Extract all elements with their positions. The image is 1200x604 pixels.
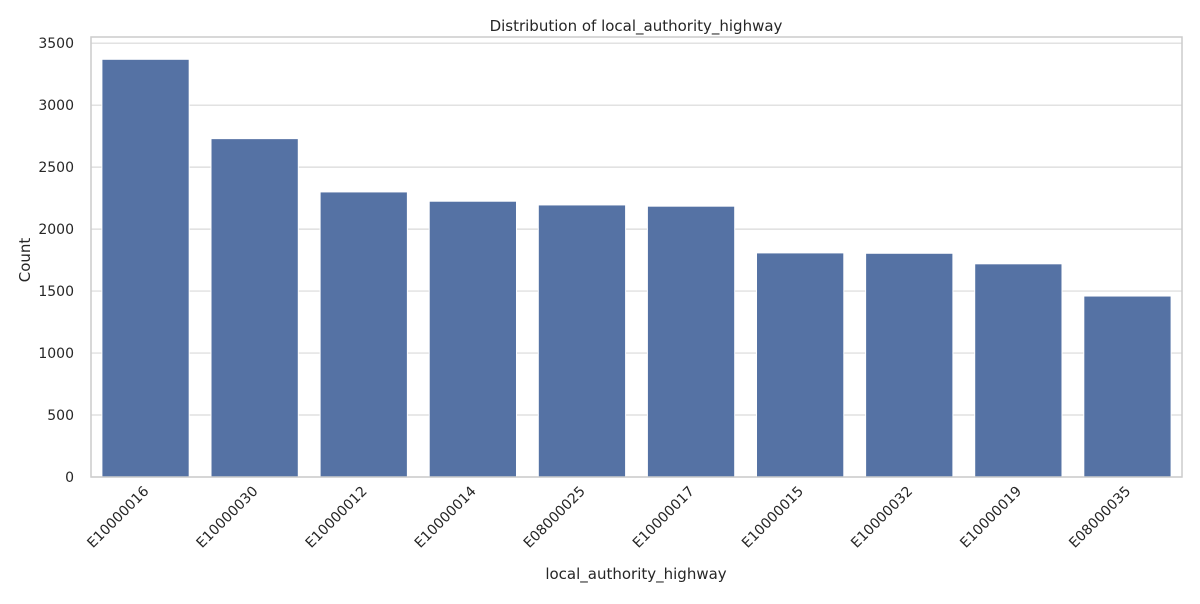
x-tick-label: E10000030	[194, 484, 262, 552]
bar	[1083, 295, 1172, 478]
bar	[646, 205, 736, 478]
y-tick-label: 3500	[38, 36, 74, 52]
y-tick-label: 1000	[38, 346, 74, 362]
x-tick-label: E10000014	[412, 483, 480, 551]
y-tick-label: 2000	[38, 222, 74, 238]
chart-title: Distribution of local_authority_highway	[490, 17, 783, 36]
x-tick-label: E10000016	[84, 483, 152, 551]
y-tick-label: 2500	[38, 160, 74, 176]
y-axis-label: Count	[16, 238, 34, 283]
bars	[101, 58, 1172, 478]
bar	[865, 252, 954, 478]
bar	[319, 191, 408, 478]
bar	[537, 204, 627, 478]
y-tick-label: 0	[65, 470, 74, 486]
y-tick-label: 500	[47, 408, 74, 424]
y-tick-label: 3000	[38, 98, 74, 114]
bar	[101, 58, 190, 478]
x-tick-label: E10000015	[739, 484, 807, 552]
bar	[210, 138, 299, 478]
x-tick-label: E10000017	[630, 484, 698, 552]
x-tick-label: E08000025	[521, 484, 589, 552]
bar	[428, 200, 517, 478]
x-tick-label: E10000019	[957, 484, 1025, 552]
bar	[974, 263, 1063, 478]
bar	[756, 252, 845, 478]
x-tick-label: E08000035	[1066, 484, 1134, 552]
x-axis-label: local_authority_highway	[545, 565, 726, 584]
plot-frame	[90, 36, 1183, 478]
y-tick-label: 1500	[38, 284, 74, 300]
x-tick-label: E10000012	[303, 484, 371, 552]
x-tick-label: E10000032	[848, 484, 916, 552]
